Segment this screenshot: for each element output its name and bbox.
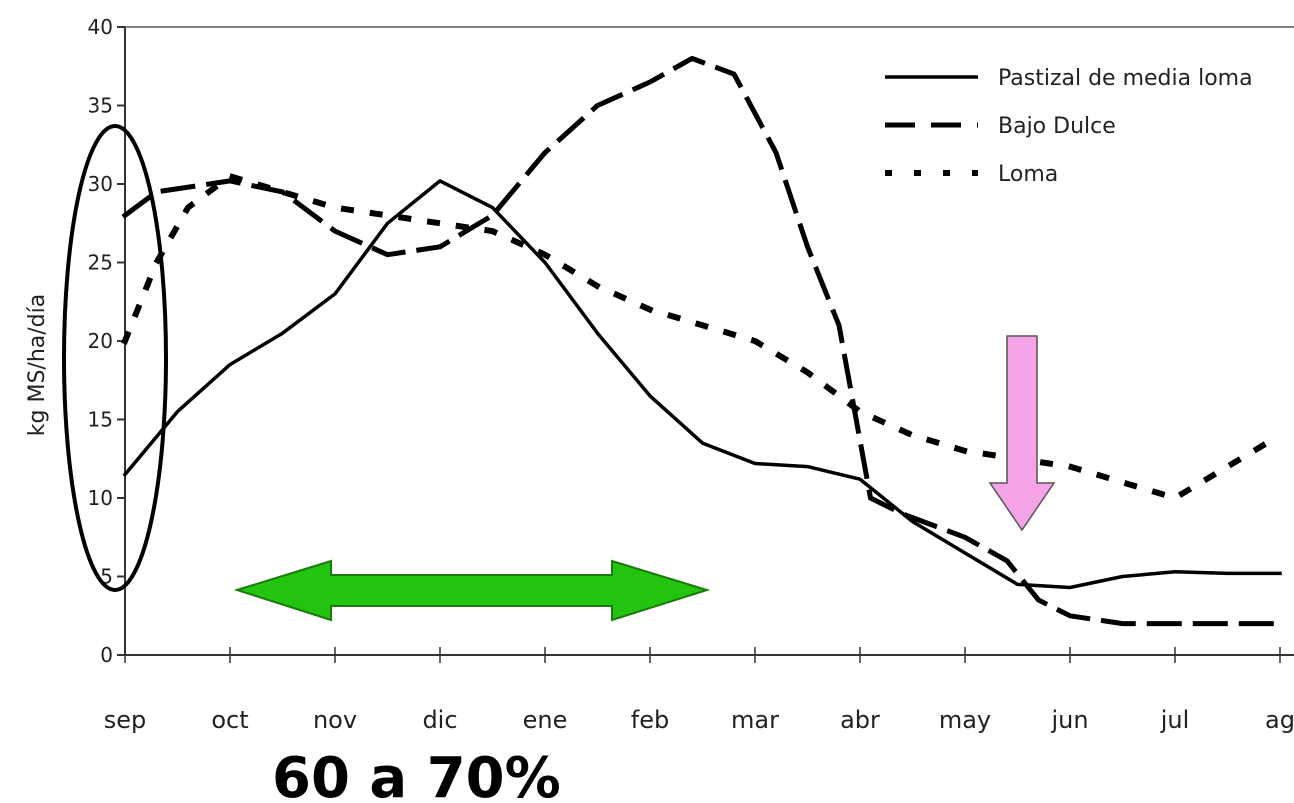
down-arrow [988, 335, 1056, 532]
y-tick-label: 15 [88, 408, 113, 432]
x-tick-label: mar [731, 706, 779, 734]
x-tick-label: oct [211, 706, 248, 734]
double-arrow [233, 559, 711, 622]
series-line-3 [121, 173, 1285, 501]
series-line-2 [121, 55, 1283, 627]
legend-label-3: Loma [998, 162, 1058, 187]
x-tick-label: dic [422, 706, 457, 734]
y-tick-label: 30 [88, 172, 113, 196]
percentage-caption: 60 a 70% [272, 746, 561, 803]
x-tick-label: ag [1265, 706, 1294, 734]
y-tick-label: 20 [88, 329, 113, 353]
y-tick-label: 40 [88, 15, 113, 39]
legend-label-1: Pastizal de media loma [998, 66, 1253, 91]
series-lines [121, 55, 1285, 627]
y-tick-label: 25 [88, 251, 113, 275]
x-tick-label: nov [313, 706, 357, 734]
highlight-ellipse [62, 124, 168, 592]
x-tick-label: jun [1050, 706, 1088, 734]
legend: Pastizal de media loma Bajo Dulce Loma [885, 66, 1253, 187]
y-tick-label: 35 [88, 94, 113, 118]
x-tick-label: sep [104, 706, 147, 734]
series-line-1 [122, 179, 1282, 590]
x-tick-label: may [939, 706, 991, 734]
x-tick-label: feb [631, 706, 669, 734]
x-tick-label: ene [523, 706, 568, 734]
x-tick-label: jul [1160, 706, 1190, 734]
y-tick-label: 10 [88, 486, 113, 510]
x-ticks: sep oct nov dic ene feb mar abr may jun jul ag [104, 647, 1294, 734]
y-axis-label: kg MS/ha/día [25, 294, 50, 436]
legend-label-2: Bajo Dulce [998, 114, 1116, 139]
chart-axes [124, 26, 1294, 656]
x-tick-label: abr [840, 706, 880, 734]
y-tick-label: 0 [100, 643, 113, 667]
